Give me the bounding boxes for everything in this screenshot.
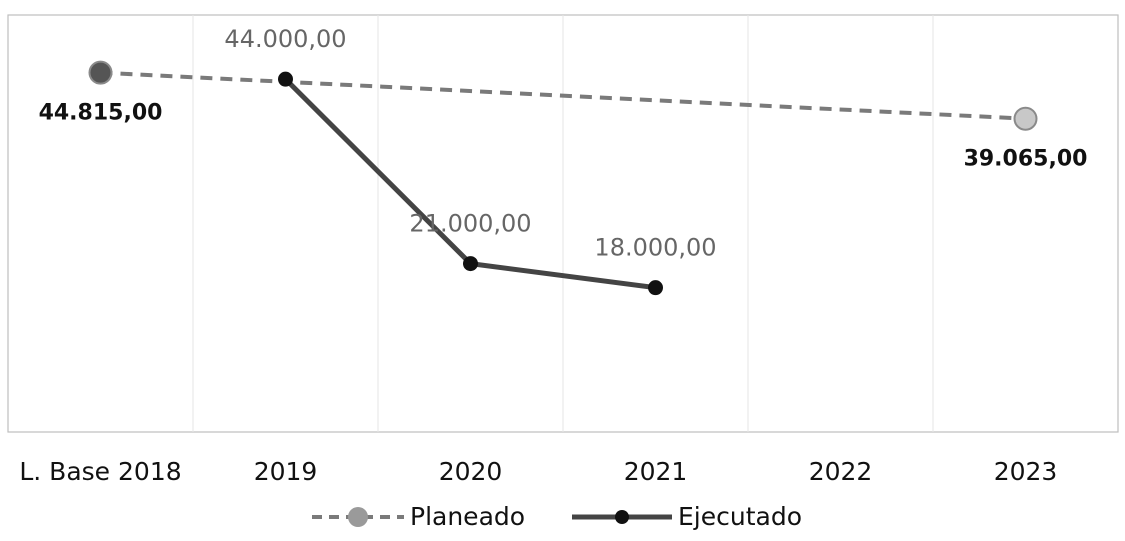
legend-marker-ejecutado [615, 510, 629, 524]
x-tick-label: 2023 [994, 457, 1058, 486]
x-tick-label: 2020 [439, 457, 503, 486]
data-label-ejecutado: 18.000,00 [594, 234, 716, 262]
marker-ejecutado [463, 256, 478, 272]
legend-label-ejecutado: Ejecutado [678, 502, 802, 531]
legend-marker-planeado [348, 507, 368, 527]
marker-ejecutado [648, 280, 663, 296]
marker-ejecutado [278, 71, 293, 87]
marker-planeado [88, 60, 113, 85]
marker-planeado [1013, 106, 1038, 131]
x-tick-label: 2021 [624, 457, 688, 486]
series-line-planeado [100, 70, 1026, 121]
legend-label-planeado: Planeado [410, 502, 525, 531]
data-label-planeado: 39.065,00 [964, 147, 1088, 172]
x-tick-label: L. Base 2018 [19, 457, 181, 486]
x-tick-label: 2019 [254, 457, 318, 486]
data-label-ejecutado: 21.000,00 [409, 210, 531, 238]
x-tick-label: 2022 [809, 457, 873, 486]
data-label-planeado: 44.815,00 [39, 101, 163, 126]
data-label-ejecutado: 44.000,00 [224, 25, 346, 53]
